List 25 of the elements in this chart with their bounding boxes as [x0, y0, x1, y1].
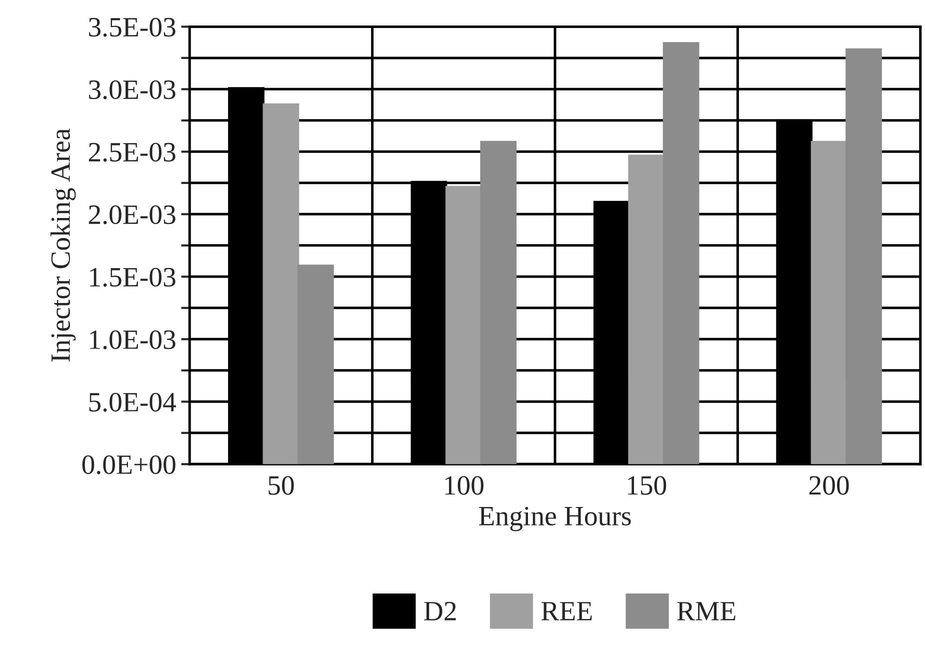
y-tick-label: 1.5E-03	[90, 268, 176, 287]
y-tick-label: 3.0E-03	[89, 80, 176, 100]
x-tick-label: 100	[445, 476, 484, 495]
y-tick-label: 2.5E-03	[88, 142, 176, 162]
legend-label: REE	[541, 602, 592, 620]
bar	[262, 103, 300, 464]
bar	[628, 154, 665, 464]
y-tick-label: 2.0E-03	[88, 205, 176, 224]
x-tick-label: 200	[809, 476, 849, 495]
x-tick-label: 50	[268, 476, 294, 495]
y-tick-label: 1.0E-03	[90, 330, 176, 350]
y-tick-label: 0.0E+00	[82, 455, 176, 474]
legend-label: RME	[677, 602, 736, 620]
x-tick-label: 150	[628, 476, 666, 495]
x-axis-title: Engine Hours	[479, 506, 631, 532]
y-axis-title: Injector Coking Area	[50, 128, 76, 362]
bar	[297, 264, 334, 464]
bar	[810, 140, 848, 464]
bar	[480, 140, 517, 464]
bar	[445, 186, 482, 464]
y-tick-label: 3.5E-03	[89, 18, 176, 37]
legend-label: D2	[424, 602, 456, 620]
bar	[662, 42, 700, 464]
y-tick-label: 5.0E-04	[89, 392, 176, 412]
bar	[846, 48, 882, 464]
